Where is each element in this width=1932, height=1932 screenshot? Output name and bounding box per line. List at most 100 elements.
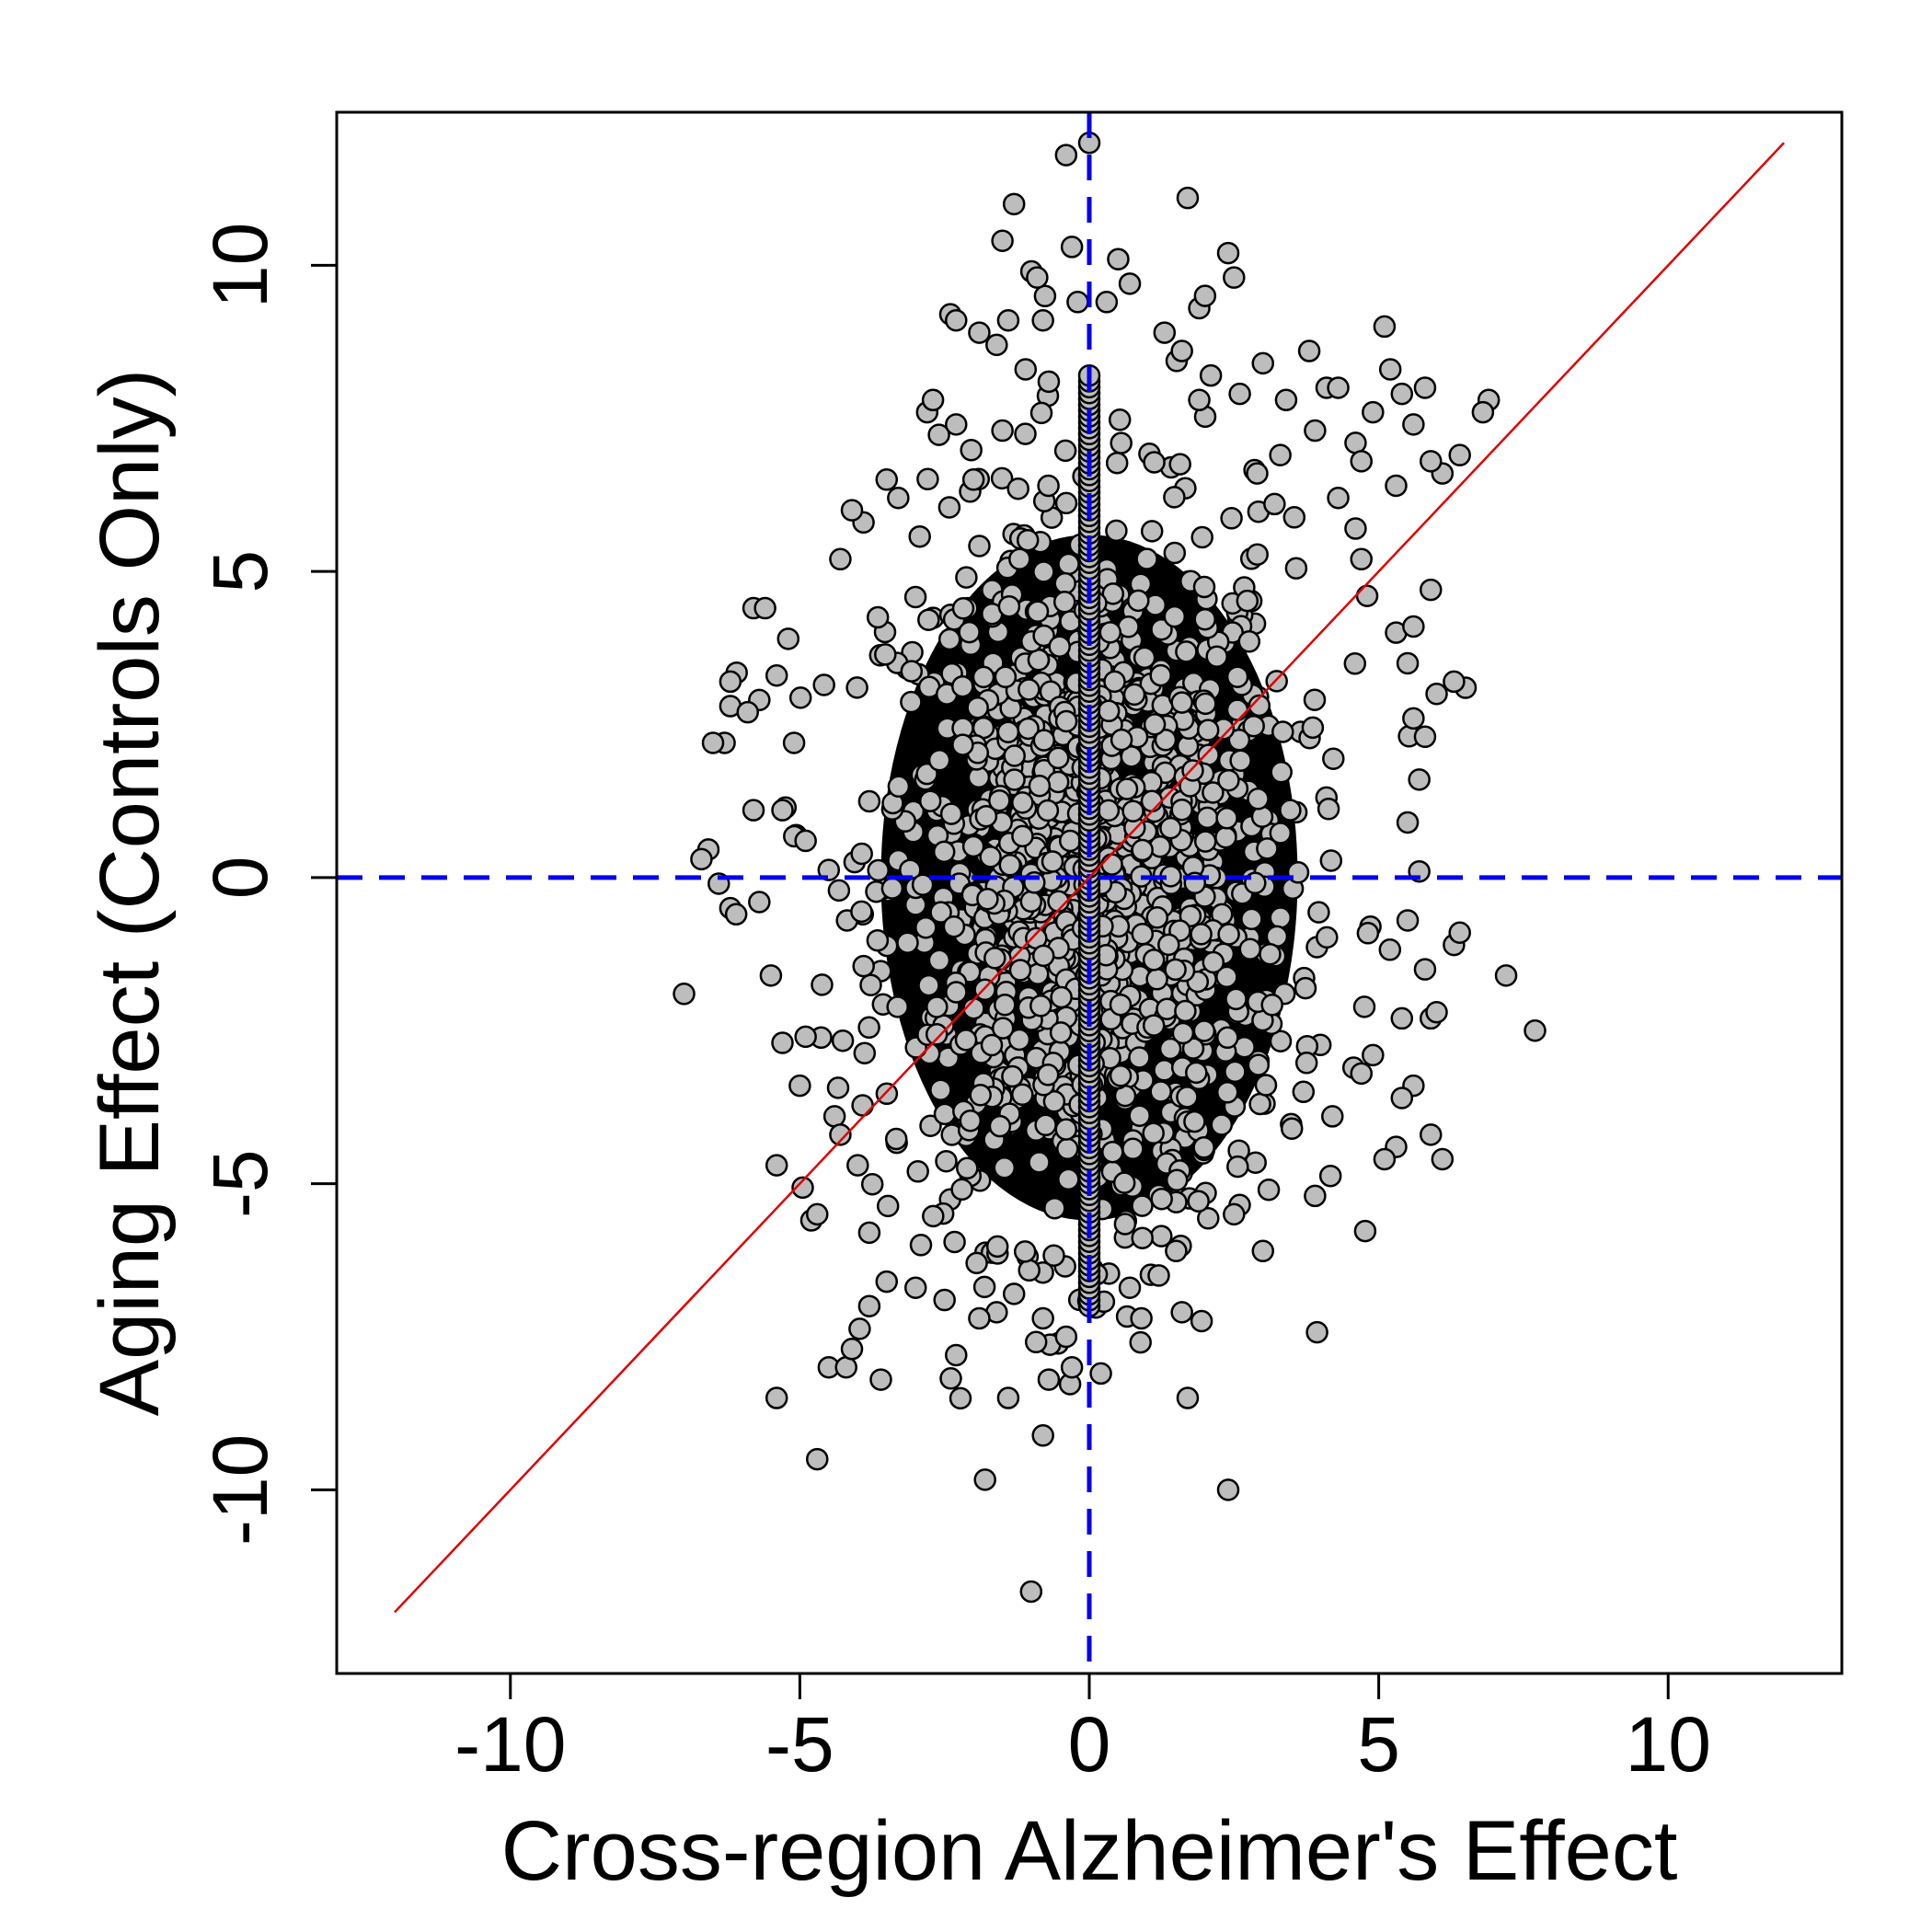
data-point [1003, 768, 1026, 791]
data-point [988, 788, 1011, 812]
data-point [1390, 1006, 1414, 1030]
data-point [1110, 728, 1133, 752]
data-point [983, 947, 1006, 970]
data-point [1153, 321, 1177, 344]
data-point [840, 1338, 864, 1361]
data-point [1224, 1060, 1247, 1084]
data-point [1192, 1136, 1215, 1159]
data-point [851, 1094, 874, 1117]
data-point [1032, 729, 1056, 752]
data-point [765, 1154, 788, 1177]
data-point [811, 973, 834, 996]
x-axis: -10 -5 0 5 10 [454, 1672, 1711, 1788]
data-point [1131, 838, 1154, 862]
data-point [1413, 376, 1437, 399]
data-point [1142, 949, 1166, 972]
data-point [1036, 1064, 1060, 1087]
data-point [791, 1176, 814, 1200]
data-point [979, 845, 1002, 868]
data-point [1448, 921, 1471, 945]
data-point [917, 973, 940, 997]
data-point [1378, 358, 1402, 381]
data-point [1140, 789, 1164, 813]
data-point [1297, 339, 1321, 362]
data-point [911, 873, 935, 896]
data-point [1128, 1104, 1151, 1127]
data-point [1396, 811, 1420, 834]
data-point [1175, 640, 1198, 663]
data-point [1036, 799, 1060, 822]
identity-diagonal-line [394, 142, 1785, 1614]
data-point [1192, 1019, 1216, 1042]
data-point [1027, 649, 1051, 672]
data-point [991, 1017, 1015, 1040]
data-point [1054, 709, 1078, 733]
data-point [1431, 1147, 1455, 1171]
data-point [1031, 1424, 1054, 1447]
data-point [909, 1234, 933, 1257]
data-point [1274, 388, 1298, 412]
data-point [998, 854, 1022, 877]
y-tick-label: 10 [197, 223, 283, 308]
data-point [1356, 922, 1380, 945]
data-point [1002, 192, 1026, 216]
data-point [943, 1230, 966, 1254]
data-point [1190, 525, 1213, 549]
data-point [1279, 799, 1302, 822]
data-point [1008, 959, 1032, 982]
data-point [748, 891, 771, 914]
data-point [1216, 241, 1240, 265]
data-point [1350, 1062, 1373, 1086]
data-point [1443, 670, 1466, 694]
data-point [968, 535, 991, 558]
data-point [1419, 578, 1443, 602]
data-point [1019, 1580, 1043, 1604]
data-point [1163, 541, 1187, 565]
data-point [1192, 575, 1216, 599]
data-point [771, 799, 794, 822]
data-point [1108, 408, 1132, 431]
data-point [1413, 958, 1437, 981]
data-point [1054, 1118, 1078, 1141]
data-point [900, 690, 923, 714]
data-point [1150, 1187, 1173, 1211]
data-point [859, 973, 882, 996]
data-point [1026, 600, 1050, 623]
data-point [1176, 186, 1200, 210]
data-point [869, 1368, 892, 1391]
data-point [972, 665, 995, 689]
data-point [829, 1123, 852, 1146]
data-point [1057, 552, 1080, 576]
data-point [1105, 519, 1128, 543]
data-point [850, 842, 873, 866]
data-point [1284, 557, 1308, 580]
data-point [857, 789, 881, 813]
data-point [1181, 759, 1204, 782]
data-point [1215, 1081, 1239, 1104]
data-point [951, 733, 974, 756]
data-point [968, 1306, 991, 1330]
data-point [1170, 339, 1193, 362]
data-point [1183, 1110, 1206, 1133]
data-point [1060, 1356, 1084, 1379]
data-point [822, 1105, 846, 1128]
data-point [939, 802, 963, 825]
x-tick-label: 0 [1068, 1701, 1111, 1788]
data-point [1194, 692, 1217, 716]
data-point [1007, 1028, 1031, 1052]
data-point [933, 1288, 956, 1312]
data-point [1344, 517, 1367, 540]
data-point [1216, 1478, 1240, 1501]
y-axis-title: Aging Effect (Controls Only) [83, 369, 177, 1417]
data-point [1129, 1330, 1152, 1354]
data-point [1316, 926, 1339, 949]
data-point [1176, 1086, 1199, 1109]
data-point [850, 900, 873, 924]
data-point [771, 1031, 794, 1054]
data-point [887, 775, 911, 799]
data-point [1202, 950, 1225, 974]
data-point [922, 1204, 945, 1228]
data-point [1122, 683, 1146, 707]
data-point [1214, 825, 1237, 849]
data-point [1158, 1037, 1182, 1061]
